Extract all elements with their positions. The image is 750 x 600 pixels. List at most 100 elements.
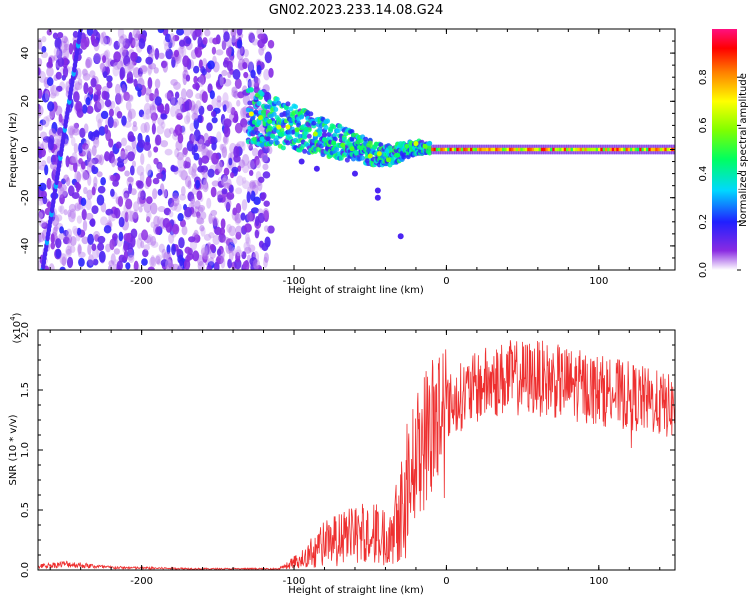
- noise-speckle: [257, 33, 265, 40]
- noise-speckle: [123, 42, 129, 49]
- noise-speckle: [196, 215, 203, 224]
- noise-speckle: [172, 190, 179, 199]
- noise-speckle: [68, 43, 74, 55]
- carrier-line-mark: [444, 147, 448, 152]
- noise-speckle: [200, 247, 209, 258]
- doppler-band-mark: [247, 125, 253, 131]
- carrier-line-mark: [483, 147, 487, 152]
- noise-speckle: [149, 103, 155, 111]
- noise-speckle: [67, 125, 76, 136]
- noise-speckle: [150, 202, 158, 215]
- carrier-line-mark: [623, 147, 627, 152]
- noise-speckle: [65, 248, 72, 255]
- carrier-line-mark: [593, 147, 597, 152]
- snr-ytick-label: 2.0: [20, 322, 31, 338]
- noise-speckle: [150, 221, 155, 228]
- carrier-line-mark: [584, 147, 588, 152]
- carrier-line-mark: [547, 147, 551, 152]
- noise-speckle: [61, 256, 67, 267]
- noise-speckle: [123, 250, 128, 261]
- noise-speckle: [94, 154, 103, 165]
- noise-speckle: [206, 122, 213, 132]
- noise-speckle: [198, 75, 205, 87]
- doppler-band-mark: [259, 91, 265, 97]
- noise-speckle: [38, 232, 45, 243]
- noise-speckle: [120, 148, 126, 159]
- noise-speckle: [132, 211, 139, 224]
- carrier-line-mark: [655, 147, 659, 152]
- noise-speckle: [38, 212, 44, 219]
- noise-speckle: [66, 256, 74, 269]
- noise-speckle: [222, 236, 230, 244]
- noise-speckle: [72, 225, 78, 234]
- noise-speckle: [222, 92, 229, 104]
- noise-speckle: [127, 110, 133, 123]
- noise-speckle: [145, 108, 152, 120]
- noise-speckle: [174, 124, 183, 136]
- noise-speckle: [110, 100, 116, 109]
- doppler-peak-mark: [303, 126, 309, 132]
- noise-speckle: [80, 38, 88, 50]
- noise-speckle: [147, 62, 153, 75]
- noise-speckle: [104, 99, 112, 108]
- spectrogram-ytick-label: -40: [20, 238, 31, 254]
- noise-speckle: [234, 78, 242, 89]
- noise-speckle: [169, 32, 176, 44]
- noise-speckle: [222, 136, 228, 144]
- carrier-line-mark: [579, 147, 583, 152]
- noise-speckle: [228, 225, 236, 237]
- noise-speckle: [91, 157, 99, 165]
- noise-speckle: [151, 114, 157, 125]
- noise-speckle: [92, 130, 101, 138]
- noise-speckle: [225, 201, 231, 213]
- noise-speckle: [166, 251, 172, 263]
- noise-speckle: [260, 152, 269, 163]
- colorbar-tick-label: 0.2: [698, 214, 709, 230]
- noise-speckle: [245, 233, 250, 244]
- noise-speckle: [221, 77, 226, 84]
- noise-speckle: [267, 146, 273, 155]
- doppler-band-mark: [331, 124, 337, 130]
- noise-speckle: [137, 89, 142, 98]
- noise-speckle: [113, 61, 122, 71]
- noise-speckle: [252, 258, 261, 270]
- noise-speckle: [99, 62, 106, 70]
- noise-speckle: [206, 264, 212, 270]
- noise-speckle: [100, 110, 109, 120]
- noise-speckle: [249, 180, 256, 188]
- noise-speckle: [174, 91, 180, 99]
- doppler-peak-mark: [276, 124, 282, 130]
- carrier-line-mark: [650, 147, 654, 152]
- noise-speckle: [106, 75, 113, 83]
- noise-speckle: [247, 79, 256, 88]
- noise-speckle: [257, 180, 263, 192]
- noise-speckle: [151, 123, 156, 135]
- noise-speckle: [128, 183, 133, 195]
- noise-speckle: [114, 173, 121, 181]
- doppler-band-mark: [363, 136, 369, 142]
- noise-speckle: [65, 177, 71, 187]
- carrier-line-mark: [598, 147, 602, 152]
- noise-speckle: [235, 187, 243, 195]
- noise-speckle: [141, 229, 149, 241]
- doppler-band-mark: [401, 152, 407, 158]
- doppler-band-mark: [332, 132, 338, 138]
- spectrogram-xlabel: Height of straight line (km): [288, 285, 424, 296]
- noise-speckle: [47, 101, 55, 112]
- noise-speckle: [201, 155, 210, 164]
- noise-speckle: [91, 205, 99, 215]
- noise-speckle: [164, 33, 172, 43]
- noise-speckle: [246, 191, 251, 204]
- noise-speckle: [232, 69, 241, 80]
- noise-speckle: [160, 259, 169, 267]
- noise-speckle: [189, 122, 195, 132]
- doppler-band-mark: [302, 148, 308, 154]
- noise-speckle: [166, 244, 171, 255]
- noise-speckle: [147, 169, 154, 179]
- noise-speckle: [263, 252, 269, 263]
- noise-speckle: [243, 48, 249, 58]
- noise-speckle: [82, 68, 88, 77]
- noise-speckle: [194, 29, 202, 38]
- noise-speckle: [262, 208, 270, 219]
- noise-speckle: [65, 245, 73, 258]
